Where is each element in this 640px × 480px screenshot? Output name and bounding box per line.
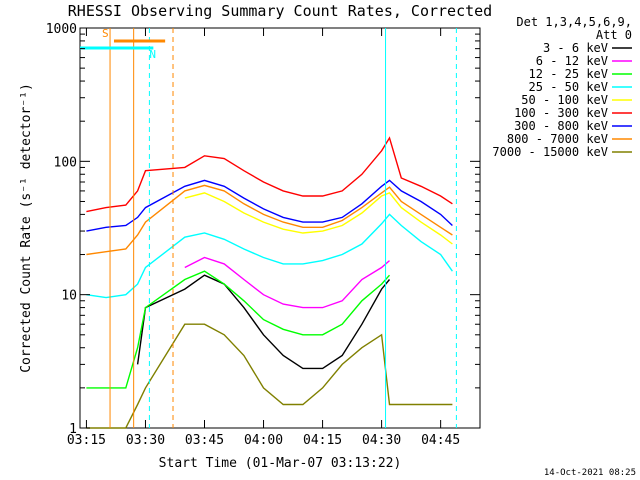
series-line-1 <box>184 256 390 309</box>
x-tick-label-1: 03:30 <box>126 433 165 448</box>
y-tick-label-3: 1000 <box>46 22 77 37</box>
legend-label-0: 3 - 6 keV <box>543 41 608 55</box>
x-tick-label-5: 04:30 <box>362 433 401 448</box>
plot-area: SN 03:15 03:30 03:45 04:00 04:15 04:30 04:45 1… <box>46 22 481 448</box>
series-line-6 <box>86 179 453 232</box>
x-axis-ticks: 03:15 03:30 03:45 04:00 04:15 04:30 04:45 <box>67 28 460 448</box>
x-tick-label-2: 03:45 <box>185 433 224 448</box>
chart-title: RHESSI Observing Summary Count Rates, Co… <box>68 2 492 20</box>
legend-label-6: 300 - 800 keV <box>514 119 608 133</box>
y-tick-label-1: 10 <box>61 289 77 304</box>
x-tick-label-4: 04:15 <box>303 433 342 448</box>
annotation-label-N: N <box>149 48 156 61</box>
y-tick-label-0: 1 <box>69 422 77 437</box>
legend-label-4: 50 - 100 keV <box>521 93 608 107</box>
annotation-label-S: S <box>102 27 109 40</box>
event-lines <box>109 28 457 428</box>
series-group <box>86 136 453 429</box>
x-tick-label-6: 04:45 <box>421 433 460 448</box>
series-line-8 <box>86 323 453 429</box>
footer-timestamp: 14-Oct-2021 08:25 <box>544 468 636 478</box>
y-tick-label-2: 100 <box>54 155 77 170</box>
legend-label-8: 7000 - 15000 keV <box>492 145 608 159</box>
legend-label-5: 100 - 300 keV <box>514 106 608 120</box>
annotation-bars: SN <box>80 27 166 61</box>
series-line-3 <box>86 213 453 299</box>
x-tick-label-0: 03:15 <box>67 433 106 448</box>
series-line-0 <box>136 274 391 370</box>
y-axis-label: Corrected Count Rate (s⁻¹ detector⁻¹) <box>19 83 34 373</box>
legend-label-2: 12 - 25 keV <box>529 67 608 81</box>
legend-label-1: 6 - 12 keV <box>536 54 608 68</box>
series-line-7 <box>86 184 453 256</box>
legend-label-7: 800 - 7000 keV <box>507 132 608 146</box>
series-line-5 <box>86 136 453 213</box>
legend-header-line-2: Att 0 <box>596 28 632 42</box>
plot-frame <box>79 27 481 429</box>
x-tick-label-3: 04:00 <box>244 433 283 448</box>
legend-header-line-1: Det 1,3,4,5,6,9, <box>516 15 632 29</box>
legend-label-3: 25 - 50 keV <box>529 80 608 94</box>
x-axis-label: Start Time (01-Mar-07 03:13:22) <box>159 456 402 471</box>
y-axis-ticks: 1 10 100 1000 <box>46 22 480 437</box>
series-line-4 <box>184 192 453 245</box>
